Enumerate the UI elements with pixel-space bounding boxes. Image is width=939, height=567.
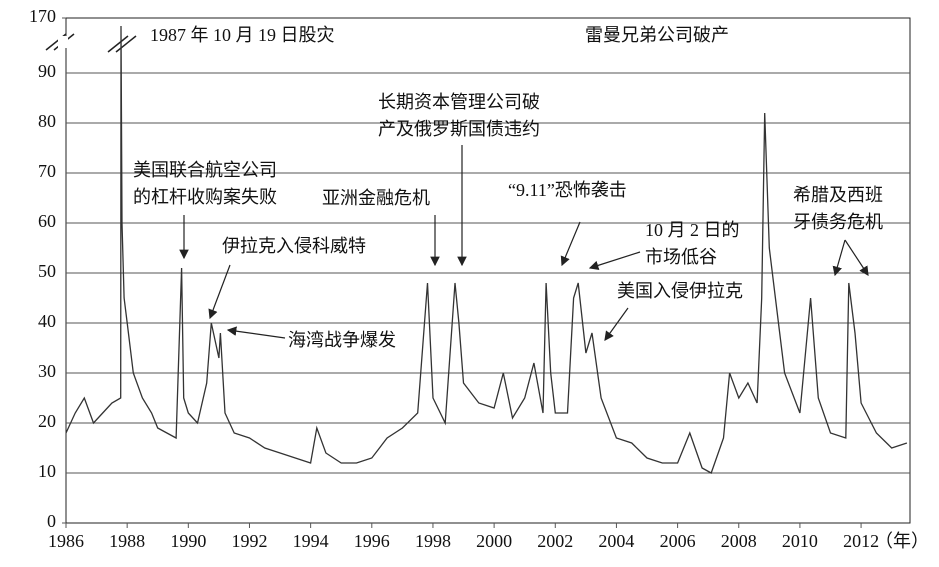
annotation: 10 月 2 日的 (645, 220, 740, 240)
x-tick-label: 1994 (293, 531, 329, 551)
y-tick-label: 0 (47, 511, 56, 531)
y-tick-label: 90 (38, 61, 56, 81)
x-tick-label: 1998 (415, 531, 451, 551)
annotation-arrow (208, 264, 231, 320)
annotation: “9.11”恐怖袭击 (508, 180, 627, 200)
x-axis-unit: （年） (875, 531, 929, 551)
x-tick-label: 2008 (721, 531, 757, 551)
annotation: 的杠杆收购案失败 (133, 187, 277, 207)
x-tick-label: 1988 (109, 531, 145, 551)
annotation: 牙债务危机 (793, 212, 883, 232)
y-tick-label: 60 (38, 211, 56, 231)
y-tick-label: 170 (29, 6, 56, 26)
x-tick-label: 1986 (48, 531, 84, 551)
x-tick-label: 2004 (598, 531, 634, 551)
x-tick-label: 2006 (660, 531, 696, 551)
x-tick-label: 2012 (843, 531, 879, 551)
annotation: 市场低谷 (645, 247, 717, 267)
annotation: 希腊及西班 (793, 185, 883, 205)
annotation-arrow (844, 239, 869, 277)
y-tick-label: 50 (38, 261, 56, 281)
y-tick-label: 30 (38, 361, 56, 381)
x-tick-label: 1996 (354, 531, 390, 551)
x-tick-label: 1992 (231, 531, 267, 551)
plot-frame (65, 17, 911, 524)
axis-break (45, 33, 137, 53)
annotation: 雷曼兄弟公司破产 (585, 25, 729, 45)
y-tick-label: 80 (38, 111, 56, 131)
series-line (65, 25, 908, 474)
annotation: 海湾战争爆发 (288, 330, 396, 350)
x-tick-label: 2010 (782, 531, 818, 551)
y-tick-label: 20 (38, 411, 56, 431)
y-tick-label: 70 (38, 161, 56, 181)
annotation: 美国联合航空公司 (133, 160, 277, 180)
x-tick-label: 2002 (537, 531, 573, 551)
annotation: 产及俄罗斯国债违约 (378, 119, 540, 139)
annotation-arrow (560, 221, 581, 267)
x-tick-label: 2000 (476, 531, 512, 551)
annotation: 亚洲金融危机 (322, 188, 430, 208)
y-tick-label: 40 (38, 311, 56, 331)
x-tick-label: 1990 (170, 531, 206, 551)
annotation: 长期资本管理公司破 (378, 92, 540, 112)
annotation-arrow (588, 251, 641, 271)
annotation-arrow (832, 239, 846, 277)
annotation: 美国入侵伊拉克 (617, 281, 743, 301)
annotation-arrow (226, 326, 286, 339)
y-tick-label: 10 (38, 461, 56, 481)
annotation-arrow (604, 307, 629, 341)
annotation: 1987 年 10 月 19 日股灾 (150, 25, 335, 45)
annotation: 伊拉克入侵科威特 (222, 236, 366, 256)
